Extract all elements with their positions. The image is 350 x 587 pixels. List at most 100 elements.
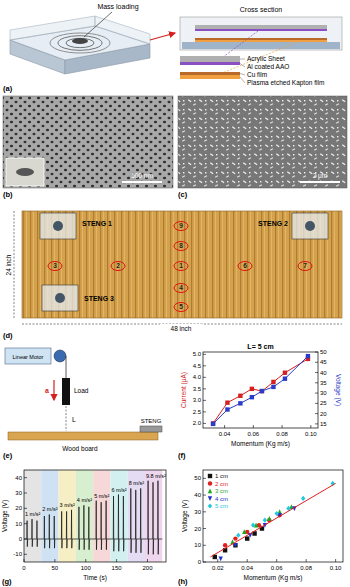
- point-label: 6: [243, 262, 247, 269]
- y-tick: [203, 545, 206, 546]
- arrow: [150, 33, 175, 40]
- x-tick-label: 0.06: [247, 431, 259, 437]
- wood-board: [22, 211, 342, 318]
- y-tick: [203, 400, 206, 401]
- panel-e: Linear MotorLoadaLSTENGWood board(e): [3, 348, 162, 460]
- region: [59, 470, 76, 562]
- point-label: 4: [179, 284, 183, 291]
- chart: 0.020.040.060.080.1001020304050Momentum …: [178, 470, 343, 586]
- marker: [250, 395, 254, 399]
- y-tick: [24, 477, 27, 478]
- marker: [283, 377, 287, 381]
- layer: [180, 72, 240, 75]
- y-tick: [203, 411, 206, 412]
- marker: [208, 481, 212, 485]
- leader: [240, 77, 245, 83]
- y-axis-label: Current (μA): [180, 372, 188, 408]
- annotation: L= 5 cm: [247, 343, 273, 350]
- label: L: [72, 416, 76, 423]
- y-tick-label: 30: [15, 490, 22, 496]
- y2-tick-label: 45: [320, 359, 327, 365]
- panel-label: (d): [3, 331, 13, 340]
- panel-b: 500 nm(b): [3, 96, 173, 199]
- x-tick: [306, 559, 307, 562]
- y-tick-label: 0: [19, 536, 23, 542]
- x-tick-label: 0.04: [219, 431, 231, 437]
- y-tick-label: 10: [15, 521, 22, 527]
- y-tick-label: 20: [194, 526, 201, 532]
- steng-label: STENG 2: [258, 220, 288, 227]
- point-label: 3: [53, 262, 57, 269]
- point-label: 8: [179, 242, 183, 249]
- x-tick: [224, 425, 225, 428]
- y-tick: [203, 495, 206, 496]
- marker: [245, 536, 249, 540]
- x-tick-label: 0.02: [212, 565, 224, 571]
- y-tick: [24, 523, 27, 524]
- marker: [283, 371, 287, 375]
- scale-bar: [122, 181, 162, 183]
- region-label: 3 m/s²: [60, 502, 75, 508]
- region: [41, 470, 58, 562]
- y-tick: [203, 562, 206, 563]
- marker: [301, 496, 305, 501]
- rope: [66, 356, 67, 378]
- chart: 0.040.060.080.102.02.53.03.54.04.55.0152…: [178, 343, 342, 460]
- legend-label: 4 cm: [215, 496, 228, 502]
- y-tick: [24, 508, 27, 509]
- x-tick-label: 0.04: [241, 565, 253, 571]
- layer-label: Cu film: [247, 71, 267, 78]
- leader: [240, 59, 245, 60]
- label: Wood board: [62, 445, 98, 452]
- marker: [306, 354, 310, 358]
- layer: [195, 25, 327, 29]
- panel-label: (h): [178, 577, 188, 586]
- plot-frame: [203, 470, 343, 562]
- y-tick-label: 40: [15, 475, 22, 481]
- y-axis-label: Voltage (V): [181, 500, 189, 532]
- y-tick: [24, 554, 27, 555]
- label: Load: [74, 387, 89, 394]
- marker: [225, 400, 229, 404]
- marker: [236, 533, 240, 538]
- y-tick: [203, 528, 206, 529]
- layer-label: Acrylic Sheet: [247, 55, 285, 63]
- y-tick-label: 4.5: [193, 363, 202, 369]
- series-line: [210, 483, 335, 557]
- y2-tick-label: 25: [320, 400, 327, 406]
- motor: [5, 348, 51, 364]
- y-tick-label: 4.0: [193, 374, 202, 380]
- y2-tick-label: 20: [320, 411, 327, 417]
- plot-area: [210, 481, 335, 561]
- y-tick-label: 0: [198, 559, 202, 565]
- legend-label: 3 cm: [215, 488, 228, 494]
- marker: [260, 389, 264, 393]
- marker: [238, 401, 242, 405]
- point-marker: [48, 262, 62, 271]
- y-tick-label: 20: [15, 505, 22, 511]
- point-label: 9: [179, 222, 183, 229]
- x-tick-label: 0.10: [305, 431, 317, 437]
- point-marker: [174, 262, 188, 271]
- layer: [182, 42, 340, 49]
- arrow: [53, 380, 54, 400]
- y-tick: [24, 539, 27, 540]
- region-label: 5 m/s²: [94, 493, 109, 499]
- mass: [72, 38, 88, 44]
- y2-axis-label: Voltage (V): [334, 374, 342, 406]
- point-marker: [298, 262, 312, 271]
- y2-tick: [315, 372, 318, 373]
- y2-tick: [315, 403, 318, 404]
- x-tick-label: 0.08: [300, 565, 312, 571]
- steng: [140, 426, 162, 432]
- panel-label: (a): [3, 84, 13, 93]
- steng-disk: [305, 221, 315, 231]
- point-label: 2: [116, 262, 120, 269]
- x-tick: [85, 559, 86, 562]
- steng-label: STENG 3: [84, 295, 114, 302]
- y-tick: [203, 388, 206, 389]
- scale-label: 2 μm: [313, 172, 328, 180]
- marker: [242, 529, 246, 534]
- sem-image: [178, 96, 347, 188]
- y-tick: [203, 354, 206, 355]
